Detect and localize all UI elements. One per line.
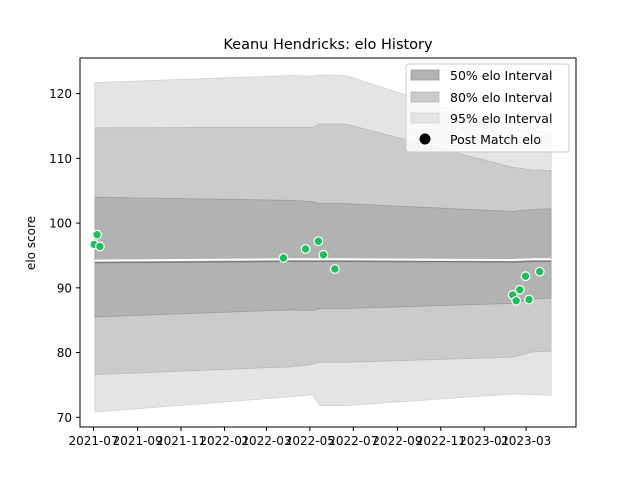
legend-label-80: 80% elo Interval [450, 90, 552, 105]
mean-line-shadow [94, 260, 552, 264]
x-axis: 2021-072021-092021-112022-012022-032022-… [68, 427, 551, 448]
plot-frame [79, 57, 577, 428]
x-tick-label: 2021-11 [156, 434, 206, 448]
post-match-elo-point [524, 294, 534, 305]
legend-box [405, 63, 570, 153]
chart-title: Keanu Hendricks: elo History [223, 37, 433, 53]
x-tick-label: 2022-07 [328, 434, 378, 448]
post-match-elo-point [514, 284, 525, 295]
y-tick-label: 80 [57, 346, 72, 360]
legend-label-95: 95% elo Interval [450, 111, 552, 126]
x-tick-label: 2022-05 [285, 434, 335, 448]
post-match-elo-point [313, 236, 324, 247]
legend-swatch-80 [410, 91, 440, 103]
post-match-elo-point [278, 253, 289, 263]
x-tick-label: 2022-09 [372, 434, 422, 448]
post-match-elo-point [92, 229, 102, 240]
y-axis-label: elo score [24, 216, 38, 270]
legend-swatch-95 [410, 112, 440, 124]
x-tick-label: 2021-07 [68, 434, 118, 448]
post-match-elo-point [300, 244, 311, 254]
post-match-elo-point [94, 241, 105, 252]
x-tick-label: 2022-01 [199, 434, 249, 448]
y-axis: 70 80 90 100 110 120 [49, 87, 80, 425]
post-match-elo-point [511, 295, 522, 306]
x-tick-label: 2023-01 [459, 434, 509, 448]
mean-line-group [94, 258, 552, 264]
mean-elo-line [94, 258, 552, 262]
y-tick-label: 90 [57, 281, 72, 295]
legend-marker-points [419, 133, 431, 145]
x-tick-label: 2023-03 [501, 434, 551, 448]
legend-label-50: 50% elo Interval [450, 68, 552, 83]
legend: 50% elo Interval 80% elo Interval 95% el… [405, 63, 570, 153]
x-tick-label: 2022-03 [241, 434, 291, 448]
legend-label-points: Post Match elo [450, 132, 541, 147]
y-tick-label: 70 [57, 411, 72, 425]
post-match-elo-point [329, 264, 340, 274]
post-match-points [89, 229, 545, 306]
y-tick-label: 100 [49, 217, 72, 231]
post-match-elo-point [534, 266, 545, 277]
y-tick-label: 110 [49, 152, 72, 166]
x-tick-label: 2021-09 [113, 434, 163, 448]
y-tick-label: 120 [49, 87, 72, 101]
post-match-elo-point [318, 249, 329, 260]
x-tick-label: 2022-11 [416, 434, 466, 448]
post-match-elo-point [520, 271, 531, 282]
legend-swatch-50 [410, 69, 440, 81]
